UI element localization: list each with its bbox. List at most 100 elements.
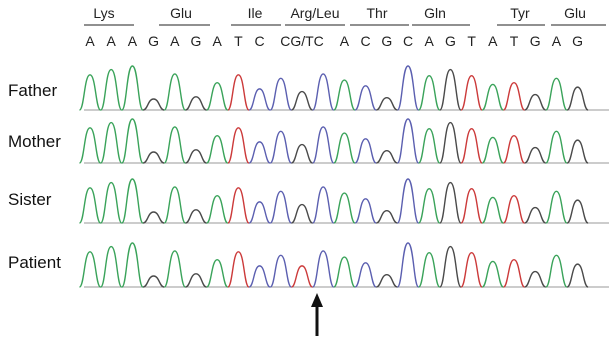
trace-peak-G	[566, 139, 589, 164]
trace-peak-T	[291, 265, 313, 288]
nucleotide-label: A	[85, 33, 95, 49]
nucleotide-label: CG/TC	[280, 33, 324, 49]
trace-peak-C	[248, 141, 271, 164]
trace-peak-A	[121, 118, 144, 164]
nucleotide-label: G	[530, 33, 541, 49]
codon-aa-label: Gln	[424, 5, 446, 21]
trace-peak-A	[78, 74, 102, 111]
trace-peak-C	[354, 138, 377, 164]
amino-acid-row: Lys Glu Ile Arg/Leu Thr Gln Tyr Glu	[93, 5, 586, 21]
trace-peak-G	[185, 273, 207, 288]
trace-peak-A	[481, 196, 504, 224]
trace-peak-G	[439, 181, 462, 224]
trace-peak-A	[333, 192, 356, 224]
trace-peak-T	[460, 74, 483, 111]
trace-peak-G	[439, 245, 462, 288]
nucleotide-label: G	[445, 33, 456, 49]
trace-peak-C	[312, 250, 335, 288]
trace-peak-A	[333, 256, 356, 288]
trace-peak-T	[227, 127, 250, 164]
trace-row-mother	[78, 118, 609, 164]
trace-peak-G	[291, 90, 313, 111]
trace-row-patient	[78, 242, 609, 288]
codon-aa-label: Lys	[93, 5, 114, 21]
nucleotide-label: T	[234, 33, 243, 49]
nucleotide-label: C	[403, 33, 413, 49]
trace-peak-A	[418, 187, 441, 224]
trace-peak-C	[312, 126, 335, 164]
trace-peak-G	[524, 93, 546, 111]
trace-peak-C	[396, 178, 420, 224]
nucleotide-row: A A A G A G A T C CG/TC A C G C A G T A T G A G	[85, 33, 583, 49]
trace-peak-G	[439, 68, 462, 111]
trace-peak-G	[185, 96, 207, 111]
nucleotide-label: G	[191, 33, 202, 49]
trace-peak-A	[100, 245, 123, 288]
nucleotide-label: A	[340, 33, 350, 49]
trace-peak-G	[524, 146, 546, 164]
codon-aa-label: Glu	[170, 5, 192, 21]
nucleotide-label: G	[572, 33, 583, 49]
trace-peak-A	[333, 79, 356, 111]
trace-row-father	[78, 65, 609, 111]
trace-peak-A	[333, 132, 356, 164]
trace-peak-A	[418, 74, 441, 111]
trace-peak-A	[206, 195, 229, 224]
trace-peak-A	[100, 181, 123, 224]
trace-peak-G	[439, 121, 462, 164]
sample-label-mother: Mother	[8, 132, 61, 151]
trace-peak-A	[121, 178, 144, 224]
trace-peak-C	[354, 262, 377, 288]
trace-peak-T	[503, 135, 525, 164]
trace-peak-A	[163, 73, 186, 111]
trace-peak-A	[545, 254, 568, 288]
trace-peak-A	[418, 251, 441, 288]
sample-labels: Father Mother Sister Patient	[8, 81, 61, 272]
trace-peak-G	[291, 203, 313, 224]
trace-peak-G	[376, 96, 398, 111]
nucleotide-label: G	[381, 33, 392, 49]
sample-label-patient: Patient	[8, 253, 61, 272]
trace-peak-C	[312, 73, 335, 111]
trace-peak-T	[227, 187, 250, 224]
trace-peak-G	[566, 199, 589, 224]
codon-aa-label: Arg/Leu	[290, 5, 339, 21]
trace-peak-A	[78, 187, 102, 224]
trace-peak-T	[503, 195, 525, 224]
trace-peak-A	[206, 135, 229, 164]
nucleotide-label: A	[552, 33, 562, 49]
trace-peak-C	[269, 77, 292, 111]
trace-peak-T	[460, 127, 483, 164]
trace-peak-T	[460, 251, 483, 288]
nucleotide-label: A	[170, 33, 180, 49]
trace-peak-G	[142, 98, 165, 111]
nucleotide-label: G	[148, 33, 159, 49]
nucleotide-label: T	[467, 33, 476, 49]
codon-aa-label: Thr	[367, 5, 388, 21]
trace-peak-G	[376, 149, 398, 164]
trace-peak-G	[142, 275, 165, 288]
trace-peak-A	[163, 186, 186, 224]
trace-peak-G	[291, 143, 313, 164]
trace-peak-A	[100, 68, 123, 111]
trace-peak-A	[206, 82, 229, 111]
trace-peak-A	[78, 251, 102, 288]
codon-aa-label: Glu	[564, 5, 586, 21]
nucleotide-label: C	[255, 33, 265, 49]
trace-peak-A	[545, 130, 568, 164]
trace-peak-C	[269, 130, 292, 164]
trace-peak-C	[354, 85, 377, 111]
trace-peak-G	[376, 273, 398, 288]
nucleotide-label: T	[510, 33, 519, 49]
trace-peak-G	[566, 263, 589, 288]
trace-peak-G	[142, 151, 165, 164]
nucleotide-label: C	[361, 33, 371, 49]
trace-peak-G	[376, 209, 398, 224]
trace-peak-C	[248, 265, 271, 288]
trace-peak-T	[460, 187, 483, 224]
sample-label-sister: Sister	[8, 190, 52, 209]
trace-rows	[78, 65, 609, 288]
trace-peak-G	[566, 86, 589, 111]
trace-peak-T	[227, 251, 250, 288]
